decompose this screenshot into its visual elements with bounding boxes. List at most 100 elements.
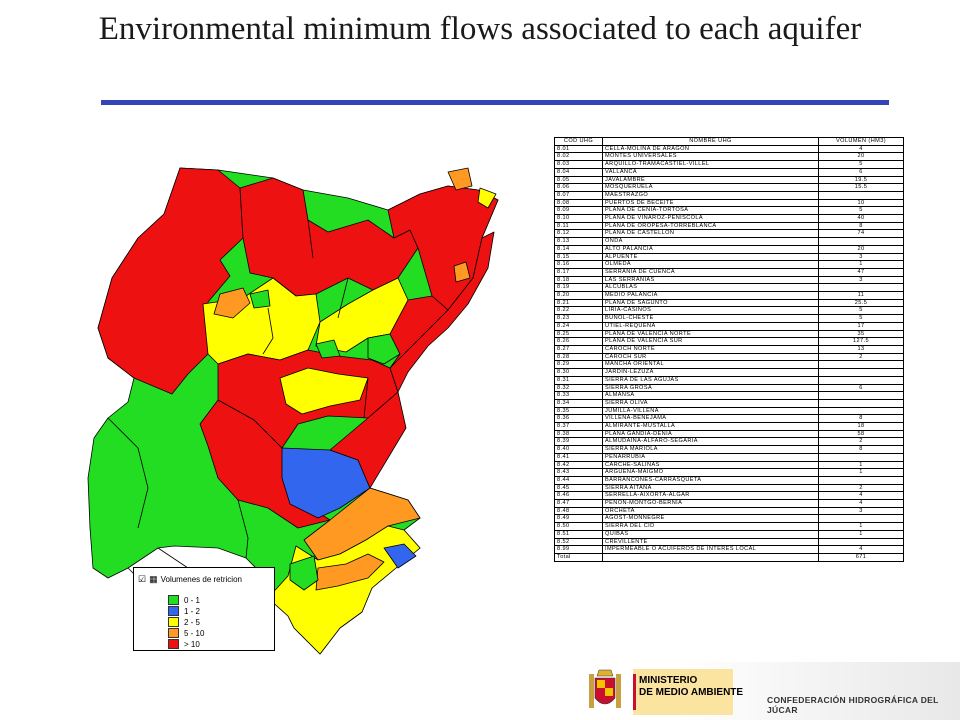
cell-volume: 6: [818, 383, 904, 393]
cell-volume: 25.5: [818, 298, 904, 308]
cell-code: 8.22: [554, 306, 603, 316]
cell-volume: 13: [818, 345, 904, 354]
legend-label: 0 - 1: [184, 595, 201, 605]
table-row: 8.28 CAROCH SUR 2: [554, 352, 904, 362]
cell-code: 8.20: [554, 291, 603, 300]
table-row: 8.07 MAESTRAZGO: [554, 190, 904, 200]
legend-item: 1 - 2: [168, 606, 200, 616]
cell-name: ONDA: [602, 237, 819, 246]
cell-code: 8.35: [554, 406, 603, 416]
cell-volume: 58: [818, 429, 904, 439]
cell-name: PLANA DE CENIA-TORTOSA: [602, 206, 819, 216]
cell-name: SIERRA OLIVA: [602, 398, 819, 408]
cell-code: 8.49: [554, 514, 603, 524]
cell-name: MONTES UNIVERSALES: [602, 152, 819, 162]
cell-volume: 1: [818, 260, 904, 269]
table-row: 8.08 PUERTOS DE BECEITE 10: [554, 198, 904, 208]
table-row: 8.24 UTIEL-REQUENA 17: [554, 321, 904, 331]
cell-volume: 47: [818, 267, 904, 277]
cell-name: PLANA DE VINAROZ-PEÑISCOLA: [602, 214, 819, 223]
table-row: 8.47 PEÑON-MONTGO-BERNIA 4: [554, 499, 904, 508]
cell-code: 8.16: [554, 260, 603, 269]
map-region: [213, 287, 251, 319]
cell-code: 8.38: [554, 429, 603, 439]
col-header-volume: VOLUMEN (HM3): [818, 137, 904, 146]
footer-logos: MINISTERIO DE MEDIO AMBIENTE CONFEDERACI…: [557, 662, 960, 720]
checkbox-icon: ☑: [138, 574, 147, 584]
cell-name: PEÑON-MONTGO-BERNIA: [602, 499, 819, 508]
cell-volume: [818, 537, 904, 547]
ministry-bar: [633, 674, 636, 710]
cell-code: 8.43: [554, 468, 603, 477]
map-region: [315, 339, 341, 359]
cell-volume: [818, 375, 904, 385]
table-row: 8.22 LIRIA-CASINOS 5: [554, 306, 904, 316]
table-row: 8.40 SIERRA MARIOLA 8: [554, 445, 904, 454]
cell-code: 8.02: [554, 152, 603, 162]
table-body: 8.01 CELLA-MOLINA DE ARAGON 4 8.02 MONTES UN…: [554, 144, 904, 562]
cell-name: ALMUDAINA-ALFARO-SEGARIA: [602, 437, 819, 447]
cell-volume: 1: [818, 522, 904, 531]
map-region: [249, 289, 271, 309]
cell-volume: 8: [818, 445, 904, 454]
table-row: 8.37 ALMIRANTE-MUSTALLA 18: [554, 422, 904, 431]
map-region: [367, 333, 401, 365]
cell-code: 8.08: [554, 198, 603, 208]
cell-volume: 19.5: [818, 175, 904, 185]
ministry-logo-box: [633, 669, 733, 715]
cell-volume: [818, 237, 904, 246]
cell-volume: 8: [818, 221, 904, 231]
table-row: 8.03 ARQUILLO-TRAMACASTIEL-VILLEL 5: [554, 160, 904, 169]
cell-code: 8.17: [554, 267, 603, 277]
table-row: 8.46 SERRELLA-AIXORTA-ALGAR 4: [554, 491, 904, 501]
cell-name: ARQUILLO-TRAMACASTIEL-VILLEL: [602, 160, 819, 169]
cell-code: 8.28: [554, 352, 603, 362]
cell-code: 8.03: [554, 160, 603, 169]
cell-code: 8.40: [554, 445, 603, 454]
map-region: [202, 277, 321, 365]
cell-volume: 3: [818, 506, 904, 516]
cell-code: 8.15: [554, 252, 603, 262]
cell-code: 8.39: [554, 437, 603, 447]
cell-code: 8.30: [554, 368, 603, 377]
legend-item: 0 - 1: [168, 595, 200, 605]
table-row: 8.35 JUMILLA-VILLENA: [554, 406, 904, 416]
cell-name: MOSQUERUELA: [602, 183, 819, 192]
legend-label: 5 - 10: [184, 628, 205, 638]
ministry-logo-text: MINISTERIO DE MEDIO AMBIENTE: [639, 675, 743, 699]
cell-volume: 11: [818, 291, 904, 300]
cell-volume: 35: [818, 329, 904, 339]
cell-name: BUÑOL-CHESTE: [602, 314, 819, 323]
map-region: [289, 555, 319, 591]
cell-name: PLANA DE VALENCIA SUR: [602, 337, 819, 346]
table-row: 8.36 VILLENA-BENEJAMA 8: [554, 414, 904, 423]
cell-volume: 74: [818, 229, 904, 239]
cell-code: 8.26: [554, 337, 603, 346]
table-row: 8.38 PLANA GANDIA-DENIA 58: [554, 429, 904, 439]
map-region: [389, 231, 495, 393]
cell-code: 8.51: [554, 529, 603, 539]
cell-name: PUERTOS DE BECEITE: [602, 198, 819, 208]
cell-volume: 3: [818, 275, 904, 285]
cell-code: 8.46: [554, 491, 603, 501]
cell-name: BARRANCONES-CARRASQUETA: [602, 475, 819, 485]
cell-name: ALCUBLAS: [602, 283, 819, 293]
cell-code: 8.31: [554, 375, 603, 385]
cell-name: VALLANCA: [602, 167, 819, 177]
cell-name: JARDIN-LEZUZA: [602, 368, 819, 377]
legend-swatch: [168, 617, 179, 627]
aquifer-table-container: COD UHG NOMBRE UHG VOLUMEN (HM3) 8.01 CEL…: [554, 137, 904, 562]
cell-name: QUIBAS: [602, 529, 819, 539]
table-row: 8.05 JAVALAMBRE 19.5: [554, 175, 904, 185]
table-row: 8.51 QUIBAS 1: [554, 529, 904, 539]
table-row: 8.10 PLANA DE VINAROZ-PEÑISCOLA 40: [554, 214, 904, 223]
cell-code: 8.24: [554, 321, 603, 331]
cell-name: ORCHETA: [602, 506, 819, 516]
cell-name: ALMIRANTE-MUSTALLA: [602, 422, 819, 431]
cell-volume: 1: [818, 468, 904, 477]
cell-volume: [818, 398, 904, 408]
cell-volume: 127.5: [818, 337, 904, 346]
cell-name: JAVALAMBRE: [602, 175, 819, 185]
table-row: 8.04 VALLANCA 6: [554, 167, 904, 177]
map-region: [447, 167, 473, 191]
